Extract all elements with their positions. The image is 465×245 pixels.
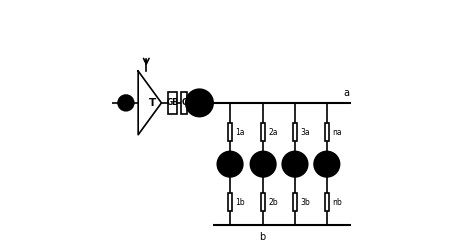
Bar [325, 193, 329, 211]
Bar [261, 193, 266, 211]
Text: M2: M2 [257, 160, 270, 169]
Bar [325, 123, 329, 141]
Bar [261, 123, 266, 141]
Text: 1b: 1b [235, 198, 245, 207]
Circle shape [118, 95, 134, 111]
Text: na: na [332, 128, 342, 137]
Text: M3: M3 [288, 160, 301, 169]
Circle shape [282, 151, 308, 177]
Text: Mn: Mn [320, 160, 333, 169]
Bar [180, 92, 187, 114]
Text: C: C [181, 98, 187, 107]
Text: G: G [196, 93, 203, 102]
Text: b: b [259, 232, 265, 242]
Text: GB: GB [166, 98, 179, 107]
Text: M1: M1 [224, 160, 237, 169]
Circle shape [217, 151, 243, 177]
Text: 3a: 3a [300, 128, 310, 137]
Text: 2a: 2a [268, 128, 278, 137]
Circle shape [186, 89, 213, 116]
Bar [293, 123, 297, 141]
Bar [228, 123, 232, 141]
Bar [228, 193, 232, 211]
Circle shape [250, 151, 276, 177]
Text: 2b: 2b [268, 198, 278, 207]
Text: 3b: 3b [300, 198, 310, 207]
Bar [293, 193, 297, 211]
Text: T: T [149, 98, 157, 108]
Text: 1a: 1a [235, 128, 245, 137]
Bar [168, 92, 177, 114]
Circle shape [314, 151, 339, 177]
Text: P: P [123, 98, 129, 107]
Text: nb: nb [332, 198, 342, 207]
Text: a: a [344, 88, 349, 98]
